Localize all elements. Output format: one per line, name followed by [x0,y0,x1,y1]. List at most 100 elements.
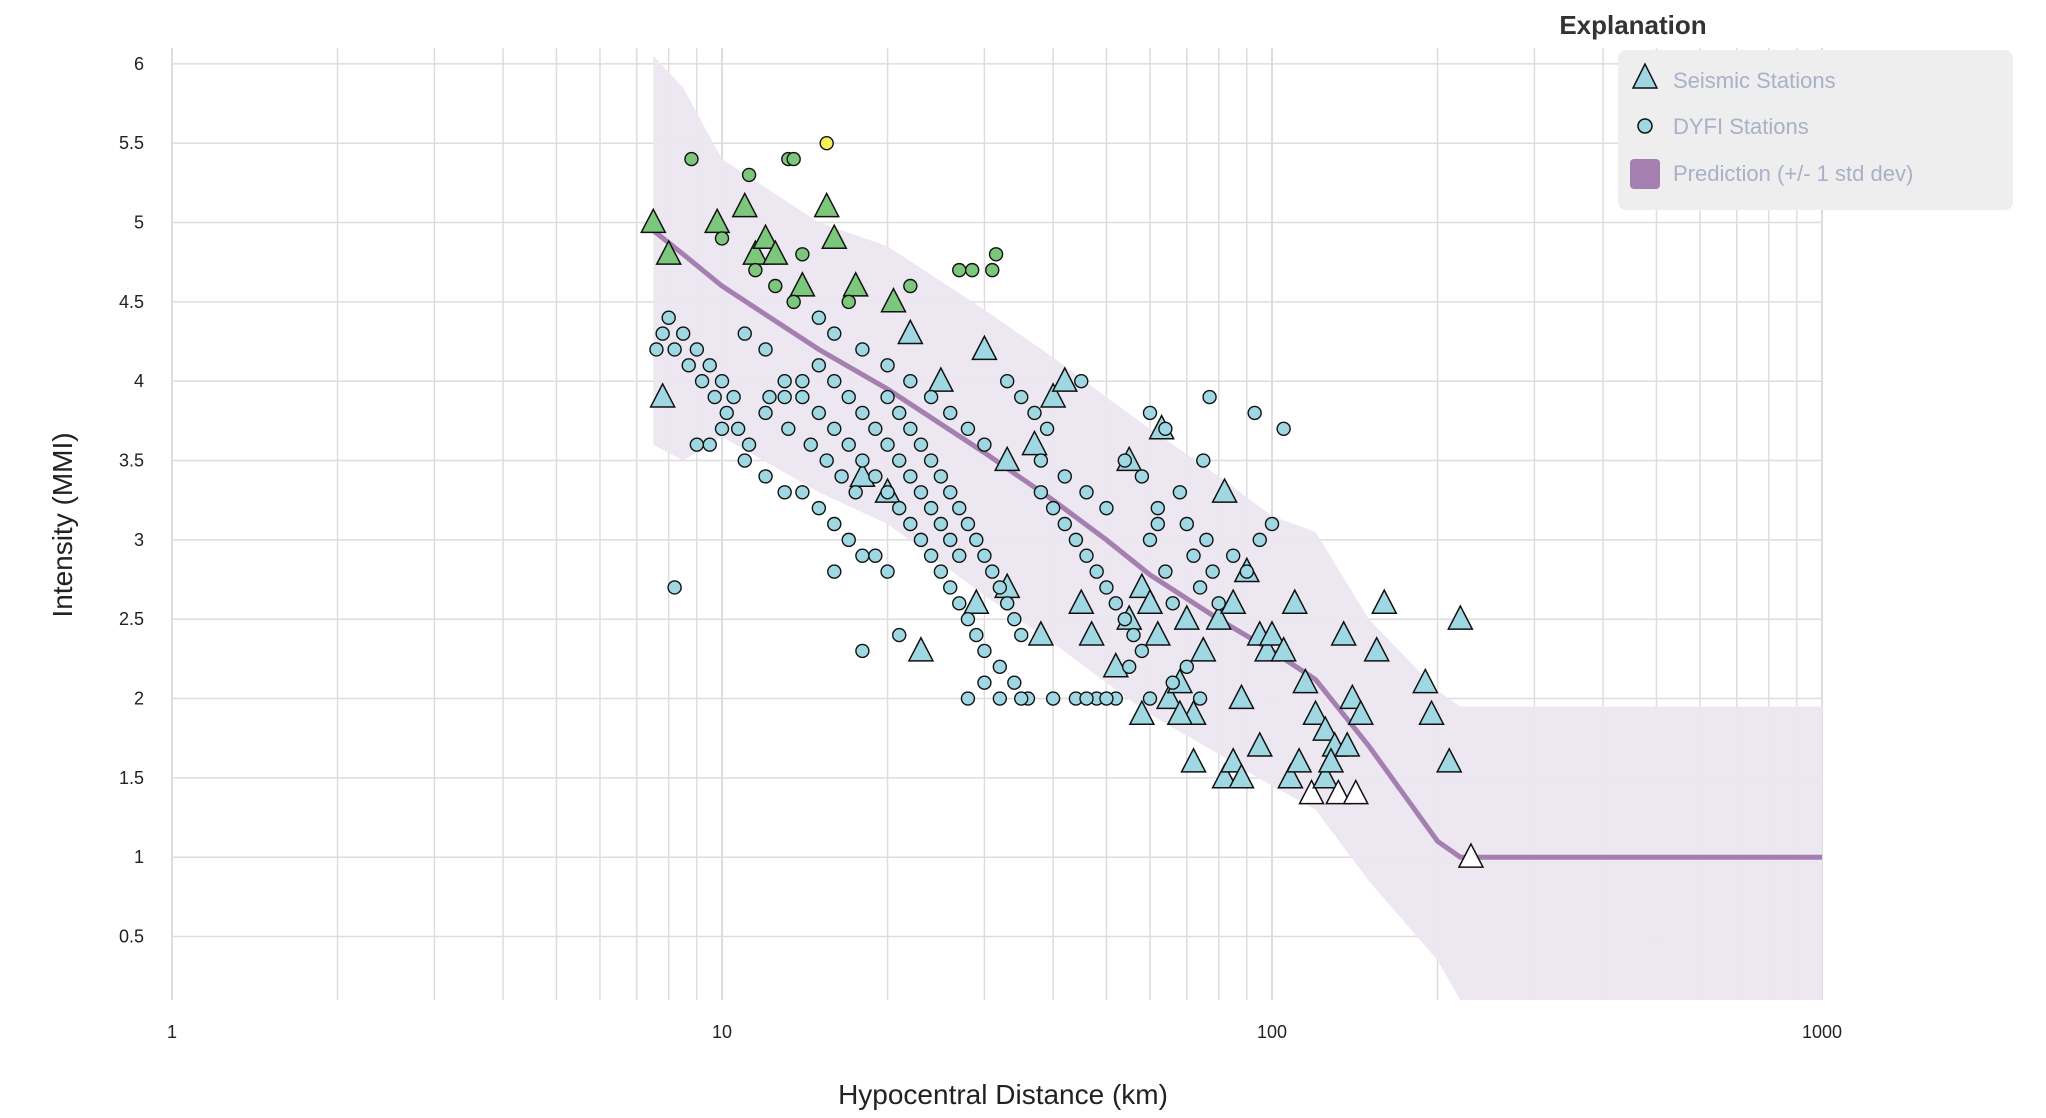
dyfi-station-marker [985,564,1000,579]
y-tick-label: 4.5 [119,292,144,312]
dyfi-station-marker [1192,580,1208,595]
prediction-band [653,55,1822,1000]
seismic-station-marker [1457,842,1485,868]
dyfi-station-marker [1264,516,1280,532]
seismic-station-marker [1342,778,1369,805]
seismic-station-marker [1219,747,1247,773]
seismic-station-marker [1155,683,1183,710]
dyfi-station-marker [1202,389,1217,405]
dyfi-station-marker [1225,548,1241,563]
dyfi-station-marker [880,485,895,500]
seismic-station-marker [1277,763,1304,789]
seismic-station-marker [655,239,682,265]
y-tick-label: 0.5 [119,927,144,947]
dyfi-station-marker [903,421,918,436]
dyfi-station-marker [1099,691,1114,706]
x-tick-label: 100 [1257,1022,1287,1042]
dyfi-station-marker [1276,421,1291,436]
dyfi-station-marker [1142,405,1158,421]
seismic-station-marker [789,271,816,297]
tick-labels: 1 10 100 1000 0.5 1 1.5 2 2.5 3 3.5 4 4.5 5 5.5 6 [119,54,1842,1042]
legend-label-dyfi: DYFI Stations [1673,114,1809,139]
dyfi-station-marker [661,310,676,325]
dyfi-station-marker [741,437,757,452]
seismic-station-marker [1325,778,1352,805]
dyfi-station-marker [1039,421,1055,436]
dyfi-station-marker [880,358,895,373]
y-tick-label: 6 [134,54,144,74]
dyfi-station-marker [892,627,907,643]
dyfi-station-marker [768,278,783,294]
dyfi-station-marker [985,262,1000,278]
seismic-station-marker [880,287,907,313]
dyfi-station-marker [841,389,856,405]
dyfi-station-marker [923,500,939,516]
dyfi-station-marker [681,358,696,373]
seismic-station-marker [640,207,667,234]
seismic-station-marker [813,191,840,218]
dyfi-station-marker [1007,612,1022,627]
seismic-station-marker [762,239,789,265]
dyfi-station-marker [1014,627,1029,643]
dyfi-station-marker [1126,627,1141,643]
legend-triangle-icon [1631,62,1659,89]
data-points [640,135,1485,868]
dyfi-station-marker [1033,485,1049,500]
dyfi-station-marker [992,659,1008,674]
dyfi-station-marker [880,564,895,579]
x-tick-label: 1 [167,1022,177,1042]
legend-box [1618,50,2013,210]
dyfi-station-marker [969,627,984,643]
dyfi-station-marker [903,469,918,484]
dyfi-station-marker [827,421,842,436]
dyfi-station-marker [827,374,842,389]
legend: Explanation Seismic Stations DYFI Statio… [1559,10,2013,210]
dyfi-station-marker [992,691,1008,706]
dyfi-station-marker [726,389,741,405]
dyfi-station-marker [1027,405,1042,421]
dyfi-station-marker [777,374,792,389]
seismic-station-marker [1078,620,1105,646]
dyfi-station-marker [1192,691,1208,706]
dyfi-station-marker [1247,405,1262,421]
dyfi-station-marker [689,342,705,357]
seismic-station-marker [1219,588,1247,614]
y-tick-label: 2.5 [119,609,144,629]
legend-title: Explanation [1559,10,1706,40]
dyfi-station-marker [1045,500,1061,516]
dyfi-station-marker [811,310,827,325]
seismic-station-marker [1190,636,1217,662]
dyfi-station-marker [977,437,992,452]
dyfi-station-marker [923,389,939,405]
dyfi-station-marker [834,469,849,484]
dyfi-station-marker [880,389,895,405]
dyfi-station-marker [1099,580,1114,595]
seismic-station-marker [1021,429,1048,456]
dyfi-station-marker [855,342,870,357]
seismic-station-marker [1302,699,1329,726]
dyfi-station-marker [689,437,705,452]
dyfi-station-marker [795,247,810,262]
seismic-station-marker [1347,699,1374,726]
dyfi-station-marker [1186,548,1201,563]
dyfi-station-marker [848,485,863,500]
dyfi-station-marker [795,485,810,500]
seismic-station-marker [1371,588,1398,614]
dyfi-station-marker [1033,453,1049,468]
dyfi-station-marker [1079,548,1094,563]
seismic-station-marker [1205,604,1232,630]
dyfi-station-marker [977,548,992,563]
dyfi-station-marker [943,485,958,500]
dyfi-station-marker [943,532,958,548]
dyfi-station-marker [855,453,870,468]
dyfi-station-marker [1199,532,1214,548]
seismic-station-marker [1128,699,1156,726]
dyfi-station-marker [730,421,746,436]
dyfi-station-marker [1057,469,1072,484]
seismic-station-marker [1253,636,1281,662]
seismic-station-marker [1285,747,1313,773]
dyfi-station-marker [1079,691,1094,706]
x-tick-label: 1000 [1802,1022,1842,1042]
dyfi-station-marker [795,374,810,389]
dyfi-station-marker [1196,453,1211,468]
